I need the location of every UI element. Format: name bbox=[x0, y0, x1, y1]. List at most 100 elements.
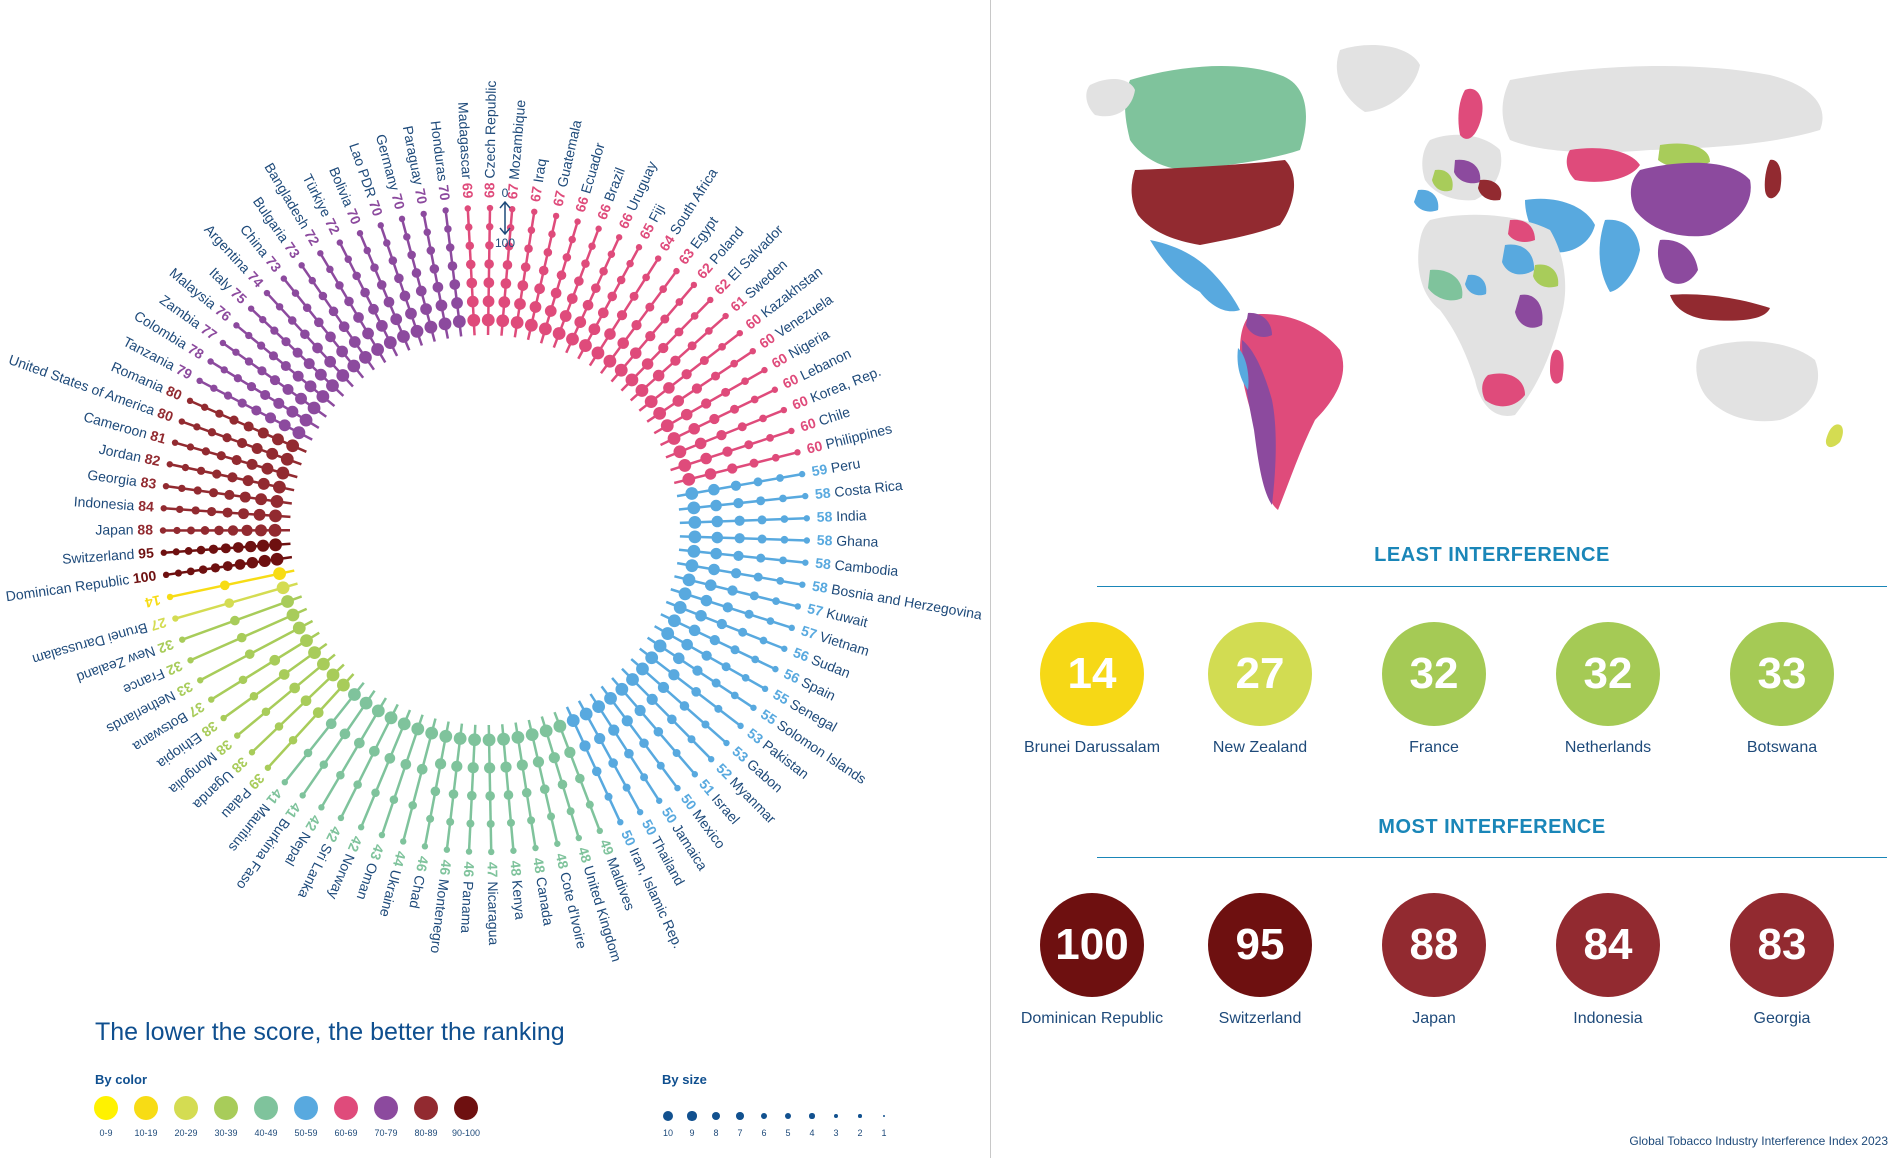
lollipop-dot bbox=[220, 714, 227, 722]
lollipop-dot bbox=[734, 533, 745, 544]
lollipop-dot bbox=[566, 293, 578, 304]
lollipop-dot bbox=[274, 722, 284, 731]
lollipop-dot bbox=[733, 498, 744, 509]
lollipop-dot bbox=[617, 818, 624, 826]
lollipop-dot bbox=[766, 617, 775, 625]
lollipop-dot bbox=[286, 405, 299, 418]
lollipop-dot bbox=[604, 328, 616, 340]
lollipop-score: 95 bbox=[138, 544, 155, 561]
map-region-kazakhstan bbox=[1566, 148, 1640, 182]
color-swatch-label: 20-29 bbox=[174, 1128, 198, 1138]
lollipop-dot bbox=[316, 390, 330, 403]
lollipop-dot bbox=[591, 346, 605, 360]
lollipop-dot bbox=[547, 812, 556, 821]
lollipop-dot bbox=[198, 565, 208, 574]
lollipop-score: 70 bbox=[344, 206, 365, 227]
lollipop-dot bbox=[579, 339, 592, 352]
most-score-circle: 100 bbox=[1040, 893, 1144, 997]
most-score-circle: 88 bbox=[1382, 893, 1486, 997]
lollipop-dot bbox=[210, 384, 218, 392]
lollipop-dot bbox=[403, 233, 411, 241]
lollipop-dot bbox=[264, 764, 272, 771]
lollipop-dot bbox=[772, 665, 779, 673]
footer-source: Global Tobacco Industry Interference Ind… bbox=[1629, 1134, 1888, 1148]
lollipop-dot bbox=[591, 283, 601, 293]
most-score-circle: 95 bbox=[1208, 893, 1312, 997]
lollipop-dot bbox=[257, 341, 266, 350]
lollipop-score: 56 bbox=[782, 665, 803, 686]
lollipop-dot bbox=[680, 408, 693, 421]
lollipop-dot bbox=[286, 439, 300, 453]
lollipop-score: 33 bbox=[174, 679, 195, 701]
lollipop-dot bbox=[730, 480, 742, 491]
lollipop-dot bbox=[621, 715, 633, 727]
lollipop-country: Japan bbox=[95, 521, 133, 537]
lollipop-score: 47 bbox=[485, 862, 501, 878]
lollipop-dot bbox=[687, 735, 696, 744]
lollipop-dot bbox=[538, 265, 549, 276]
lollipop-dot bbox=[756, 553, 766, 563]
lollipop-dot bbox=[675, 298, 684, 306]
lollipop-dot bbox=[201, 447, 210, 456]
lollipop-dot bbox=[377, 222, 384, 229]
lollipop-score: 49 bbox=[597, 837, 618, 857]
lollipop-dot bbox=[727, 463, 738, 474]
lollipop-dot bbox=[230, 615, 240, 626]
lollipop-dot bbox=[722, 602, 733, 613]
map-region-indonesia bbox=[1670, 294, 1770, 321]
lollipop-dot bbox=[295, 392, 307, 405]
lollipop-dot bbox=[798, 470, 806, 478]
lollipop-dot bbox=[186, 443, 195, 451]
lollipop-dot bbox=[616, 275, 626, 285]
lollipop-dot bbox=[559, 310, 572, 322]
lollipop-dot bbox=[574, 276, 584, 286]
lollipop-dot bbox=[667, 714, 677, 725]
lollipop-dot bbox=[668, 669, 680, 681]
lollipop-dot bbox=[216, 451, 226, 461]
lollipop-score: 65 bbox=[636, 220, 658, 242]
lollipop-dot bbox=[265, 412, 277, 424]
lollipop-dot bbox=[292, 621, 306, 635]
lollipop-dot bbox=[257, 477, 270, 490]
size-dot bbox=[809, 1113, 815, 1119]
lollipop-3: Japan 88 bbox=[95, 521, 291, 537]
lollipop-dot bbox=[282, 383, 294, 395]
size-dot bbox=[785, 1113, 791, 1119]
lollipop-dot bbox=[776, 577, 785, 585]
lollipop-dot bbox=[303, 358, 315, 370]
lollipop-dot bbox=[261, 462, 274, 475]
lollipop-33: 65 Fiji bbox=[577, 201, 668, 360]
lollipop-dot bbox=[239, 491, 251, 503]
lollipop-dot bbox=[336, 770, 345, 780]
map-region-australia bbox=[1696, 341, 1819, 422]
lollipop-dot bbox=[788, 624, 795, 632]
lollipop-dot bbox=[635, 244, 643, 251]
lollipop-dot bbox=[314, 317, 324, 328]
lollipop-dot bbox=[705, 327, 713, 335]
lollipop-dot bbox=[595, 225, 602, 232]
lollipop-dot bbox=[517, 280, 529, 291]
lollipop-dot bbox=[400, 838, 407, 845]
lollipop-dot bbox=[524, 244, 533, 253]
lollipop-dot bbox=[607, 250, 616, 258]
lollipop-country: Georgia bbox=[87, 466, 139, 489]
lollipop-label: 67 Iraq bbox=[527, 157, 549, 203]
map-region-canada bbox=[1125, 65, 1306, 170]
color-swatch bbox=[254, 1096, 278, 1120]
lollipop-25: Madagascar 69 bbox=[455, 102, 481, 336]
lollipop-dot bbox=[353, 312, 364, 323]
lollipop-dot bbox=[486, 819, 495, 828]
size-dot bbox=[663, 1111, 673, 1121]
lollipop-dot bbox=[249, 691, 259, 701]
lollipop-dot bbox=[532, 756, 545, 768]
lollipop-dot bbox=[251, 442, 263, 454]
lollipop-70: 48 Kenya bbox=[497, 724, 529, 920]
lollipop-dot bbox=[325, 718, 337, 730]
lollipop-dot bbox=[186, 567, 195, 576]
lollipop-score: 46 bbox=[414, 855, 433, 873]
lollipop-dot bbox=[626, 673, 639, 686]
lollipop-dot bbox=[636, 662, 649, 676]
lollipop-dot bbox=[630, 347, 642, 359]
lollipop-dot bbox=[608, 758, 618, 768]
page-divider bbox=[990, 0, 991, 1158]
